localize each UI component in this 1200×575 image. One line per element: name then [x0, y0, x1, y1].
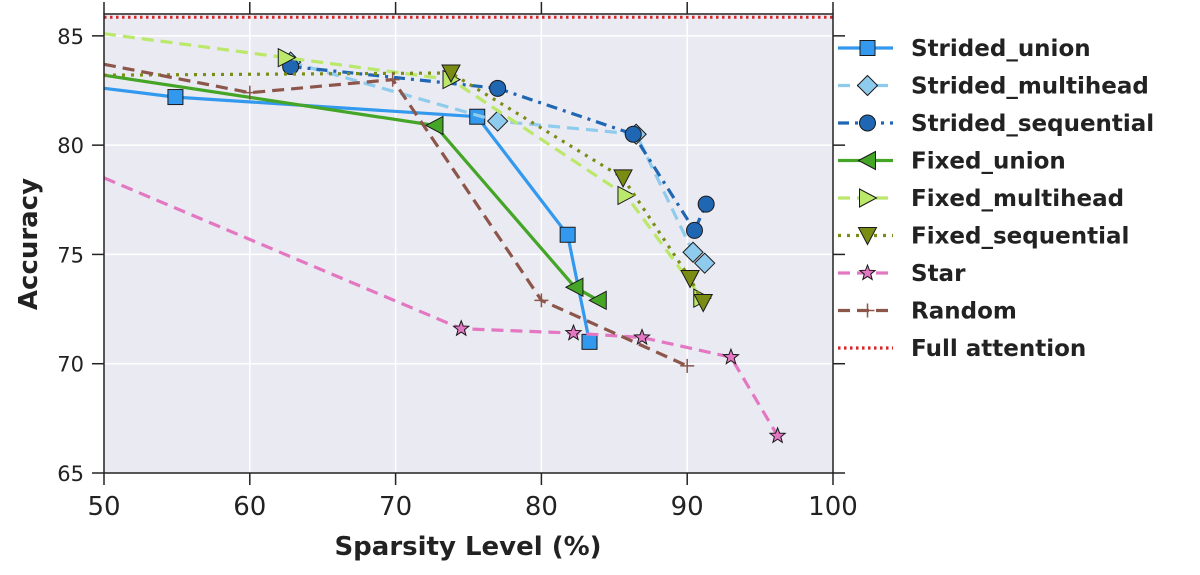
y-axis-label: Accuracy [14, 178, 44, 310]
plot-frame [103, 13, 834, 474]
legend-entry-full-attention: Full attention [838, 336, 1086, 362]
legend-entry-strided-sequential: Strided_sequential [838, 111, 1154, 137]
legend-marker [859, 188, 878, 208]
legend-label: Full attention [911, 336, 1086, 362]
legend-label: Fixed_multihead [911, 186, 1124, 212]
legend-label: Strided_union [911, 36, 1091, 62]
data-point-random [385, 72, 400, 87]
data-point-star [452, 319, 471, 337]
legend-marker [856, 74, 879, 97]
x-tick-label: 100 [808, 492, 858, 522]
legend-marker [860, 303, 875, 318]
data-point-star [633, 328, 651, 346]
data-point-fixed-multihead [617, 185, 637, 206]
x-tick-label: 80 [525, 492, 558, 522]
data-point-fixed-multihead [277, 47, 297, 68]
legend-label: Fixed_union [911, 149, 1066, 175]
data-point-strided-multihead [693, 252, 716, 274]
data-point-fixed-union [564, 277, 584, 298]
data-point-strided-sequential [685, 221, 703, 239]
series-line-star [103, 176, 779, 437]
y-tick-label: 75 [57, 243, 84, 267]
x-tick-label: 90 [671, 492, 704, 522]
data-point-strided-sequential [697, 195, 715, 213]
y-tick-label: 70 [57, 353, 84, 377]
data-point-fixed-union [424, 115, 444, 136]
data-point-random [242, 85, 257, 100]
data-point-fixed-sequential [693, 294, 714, 313]
series-line-strided-sequential [290, 64, 708, 232]
data-point-strided-sequential [489, 79, 507, 97]
data-point-strided-union [167, 89, 184, 106]
legend-label: Strided_multihead [911, 74, 1149, 100]
legend-entry-fixed-sequential: Fixed_sequential [838, 224, 1129, 250]
series-line-strided-multihead [290, 60, 706, 265]
data-point-strided-union [581, 333, 598, 350]
legend-marker [857, 150, 876, 171]
series-star [103, 176, 787, 444]
legend-marker [857, 227, 878, 246]
data-point-fixed-union [588, 290, 607, 311]
data-point-random [534, 293, 549, 308]
data-point-star [564, 323, 583, 341]
legend-entry-fixed-union: Fixed_union [838, 149, 1066, 175]
data-point-fixed-sequential [680, 269, 700, 289]
legend-entry-strided-union: Strided_union [838, 36, 1091, 62]
x-tick-label: 50 [87, 492, 120, 522]
y-tick-label: 85 [57, 25, 84, 49]
series-line-fixed-union [103, 73, 600, 302]
data-point-star [768, 426, 787, 444]
x-tick-label: 60 [233, 492, 266, 522]
legend-marker [858, 263, 877, 281]
legend-entry-star: Star [838, 261, 966, 287]
data-point-fixed-sequential [613, 169, 633, 188]
x-axis-label: Sparsity Level (%) [334, 532, 601, 562]
plot-background [104, 14, 833, 473]
legend-marker [859, 40, 876, 56]
data-point-strided-union [559, 226, 576, 243]
series-fixed-sequential [103, 64, 714, 313]
legend-label: Fixed_sequential [911, 224, 1129, 250]
series-strided-sequential [282, 57, 715, 239]
legend: Strided_union Strided_multihead Strided_se… [838, 36, 1154, 362]
y-tick-label: 80 [57, 134, 84, 158]
legend-entry-fixed-multihead: Fixed_multihead [838, 186, 1124, 212]
data-point-fixed-sequential [441, 64, 461, 84]
grid-lines [104, 14, 833, 473]
series-fixed-union [103, 73, 607, 311]
legend-entry-random: Random [838, 299, 1017, 325]
axis-ticks: 50 60 70 80 90 100 65 70 75 80 85 [57, 2, 858, 522]
plot-area [103, 15, 833, 444]
legend-marker [859, 114, 876, 132]
series-random [103, 62, 695, 373]
y-tick-label: 65 [57, 462, 84, 486]
data-point-star [721, 347, 740, 365]
data-point-strided-multihead [486, 110, 509, 132]
data-point-strided-multihead [682, 241, 704, 263]
legend-label: Random [911, 299, 1017, 325]
legend-entry-strided-multihead: Strided_multihead [838, 74, 1149, 100]
legend-label: Strided_sequential [911, 111, 1154, 137]
data-point-random [680, 358, 695, 373]
x-tick-label: 70 [379, 492, 412, 522]
legend-label: Star [911, 261, 966, 287]
data-point-strided-sequential [624, 125, 642, 143]
